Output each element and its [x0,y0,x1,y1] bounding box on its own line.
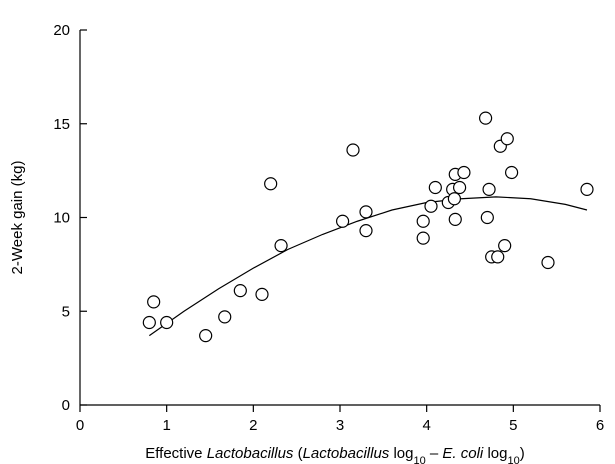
data-point [336,214,350,228]
data-point [255,287,269,301]
x-tick-label: 4 [422,417,430,434]
x-tick-label: 6 [596,417,604,434]
y-tick-label: 20 [53,22,70,39]
data-point [482,182,496,196]
data-point [491,250,505,264]
data-point [498,239,512,253]
x-title-part: Lactobacillus [303,445,390,462]
x-title-subscript: 10 [413,455,425,464]
data-point [233,284,247,298]
data-point [541,255,555,270]
x-axis-ticks: 0 1 2 3 4 5 6 [76,405,604,434]
data-point [457,165,471,180]
y-tick-label: 0 [62,397,70,414]
data-point [448,212,462,226]
data-point [142,315,156,330]
x-axis-title: Effective Lactobacillus (Lactobacillus l… [145,445,524,464]
y-tick-label: 10 [53,210,70,227]
data-point [416,231,430,245]
x-title-part: log [389,445,413,462]
y-axis-ticks: 0 5 10 15 20 [53,22,87,414]
x-title-part: Lactobacillus [207,445,294,462]
data-point [453,180,467,195]
data-point [480,210,494,225]
data-point [505,165,519,180]
y-tick-label: 15 [53,116,70,133]
x-tick-label: 2 [249,417,257,434]
x-title-part: – [426,445,443,462]
y-tick-label: 5 [62,303,70,320]
quadratic-fit-line [148,196,588,337]
data-point [147,295,161,309]
x-title-part: ) [520,445,525,462]
data-point [346,143,360,157]
data-point [428,180,442,195]
y-axis-title: 2-Week gain (kg) [9,161,26,275]
x-tick-label: 0 [76,417,84,434]
data-point [416,214,430,228]
data-point [160,315,174,330]
data-point [359,224,373,238]
data-point [580,182,594,196]
data-points [142,111,594,343]
x-tick-label: 5 [509,417,517,434]
x-title-part: E. coli [442,445,484,462]
data-point [359,205,373,219]
data-point [274,239,288,253]
data-point [218,310,232,324]
data-point [500,132,514,146]
x-title-part: Effective [145,445,206,462]
data-point [199,329,213,343]
x-tick-label: 3 [336,417,344,434]
data-point [447,192,461,206]
x-title-subscript: 10 [507,455,519,464]
data-point [479,111,493,125]
data-point [424,199,438,213]
data-point [264,177,278,191]
x-title-part: ( [293,445,302,462]
x-tick-label: 1 [162,417,170,434]
x-title-part: log [483,445,507,462]
